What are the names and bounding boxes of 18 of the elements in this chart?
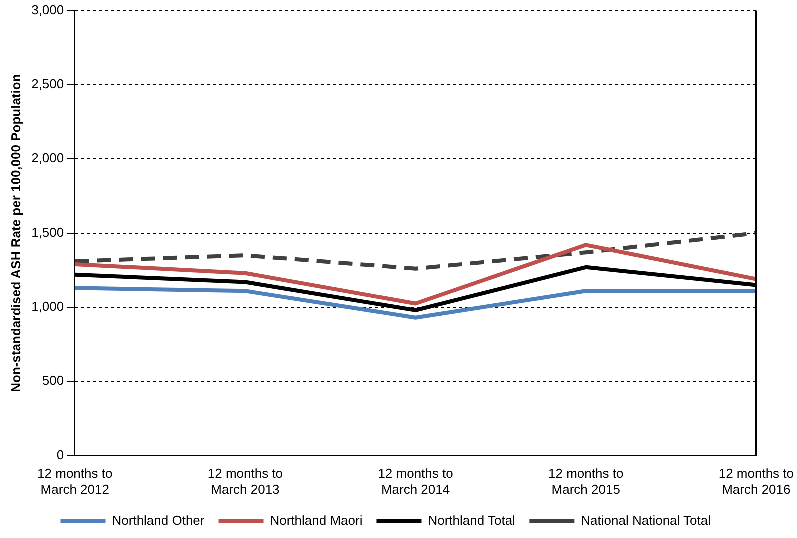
legend-label: Northland Other — [112, 513, 206, 528]
y-tick-label: 1,500 — [32, 224, 64, 240]
x-tick-label: 12 months to March 2015 — [548, 466, 624, 497]
legend-label: National National Total — [581, 513, 712, 528]
y-axis-title: Non-standardised ASH Rate per 100,000 Population — [8, 74, 24, 392]
y-tick-label: 500 — [42, 373, 64, 388]
y-tick-label: 0 — [56, 447, 64, 462]
y-tick-label: 1,000 — [32, 299, 64, 314]
y-tick-label: 2,500 — [32, 76, 64, 92]
x-tick-label: 12 months to March 2016 — [718, 466, 794, 497]
x-tick-label: 12 months to March 2012 — [38, 466, 113, 497]
x-tick-label: 12 months to March 2013 — [208, 466, 284, 497]
legend-label: Northland Total — [428, 513, 516, 528]
y-tick-label: 2,000 — [32, 150, 64, 166]
x-tick-label: 12 months to March 2014 — [378, 466, 454, 497]
y-tick-label: 3,000 — [32, 2, 64, 18]
legend-label: Northland Maori — [270, 513, 363, 528]
line-series — [73, 231, 758, 271]
